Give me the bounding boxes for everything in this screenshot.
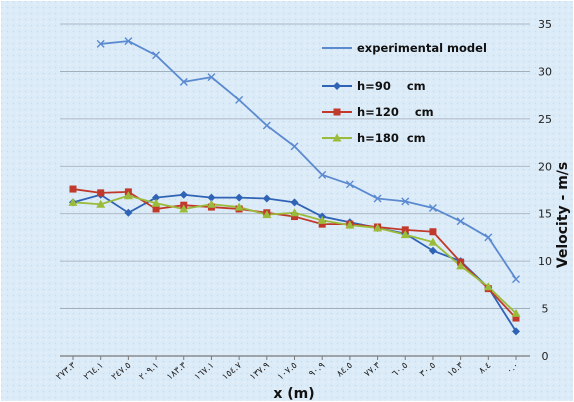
y-tick-label: 30	[538, 65, 552, 78]
data-point	[290, 208, 299, 217]
data-point	[512, 314, 520, 322]
data-point	[290, 142, 299, 151]
y-tick-label: 5	[542, 303, 549, 316]
y-tick-label: 10	[538, 255, 552, 268]
data-point	[96, 199, 106, 208]
data-point	[235, 95, 244, 104]
data-point	[207, 73, 216, 82]
data-point	[456, 217, 465, 226]
data-point	[332, 133, 342, 142]
y-tick-label: 15	[538, 208, 552, 221]
data-point	[333, 108, 341, 116]
y-tick-label: 35	[538, 18, 552, 31]
data-point	[345, 180, 354, 189]
data-point	[179, 190, 188, 199]
data-point	[401, 197, 410, 206]
data-point	[262, 210, 272, 219]
data-point	[96, 39, 105, 48]
data-point	[262, 194, 271, 203]
y-tick-label: 20	[538, 160, 552, 173]
data-point	[401, 226, 409, 234]
data-point	[290, 198, 299, 207]
data-point	[152, 205, 160, 213]
data-point	[511, 308, 521, 317]
data-point	[262, 121, 271, 130]
legend-label: h=180 cm	[357, 131, 426, 145]
data-point	[123, 191, 133, 200]
data-point	[179, 77, 188, 86]
legend-label: experimental model	[357, 41, 487, 55]
data-point	[318, 170, 327, 179]
data-point	[152, 193, 161, 202]
data-point	[124, 37, 133, 46]
data-point	[483, 282, 493, 291]
data-point	[333, 82, 341, 90]
x-axis-title: x (m)	[273, 386, 314, 402]
y-axis-title: Velocity - m/s	[555, 162, 571, 269]
series-line	[100, 40, 517, 280]
data-point	[152, 51, 161, 60]
data-point	[512, 275, 520, 284]
legend-label: h=120 cm	[357, 105, 434, 119]
data-point	[456, 261, 466, 270]
data-point	[206, 199, 216, 208]
data-point	[400, 230, 410, 239]
data-point	[345, 220, 355, 229]
data-point	[97, 189, 105, 197]
data-point	[151, 198, 161, 207]
data-point	[512, 327, 520, 336]
y-tick-label: 0	[542, 350, 549, 363]
data-point	[69, 185, 77, 193]
data-point	[179, 204, 189, 213]
data-point	[235, 193, 244, 202]
y-tick-label: 25	[538, 113, 552, 126]
data-point	[234, 202, 244, 211]
data-point	[318, 220, 326, 228]
data-point	[428, 237, 438, 246]
data-point	[428, 246, 437, 255]
data-point	[428, 204, 437, 213]
data-point	[429, 228, 437, 236]
data-point	[124, 208, 133, 217]
data-point	[207, 193, 216, 202]
data-point	[484, 233, 493, 242]
data-point	[373, 223, 383, 232]
data-point	[291, 213, 298, 221]
data-point	[317, 215, 327, 224]
legend-label: h=90 cm	[357, 79, 426, 93]
data-point	[68, 197, 78, 206]
data-point	[373, 194, 382, 203]
